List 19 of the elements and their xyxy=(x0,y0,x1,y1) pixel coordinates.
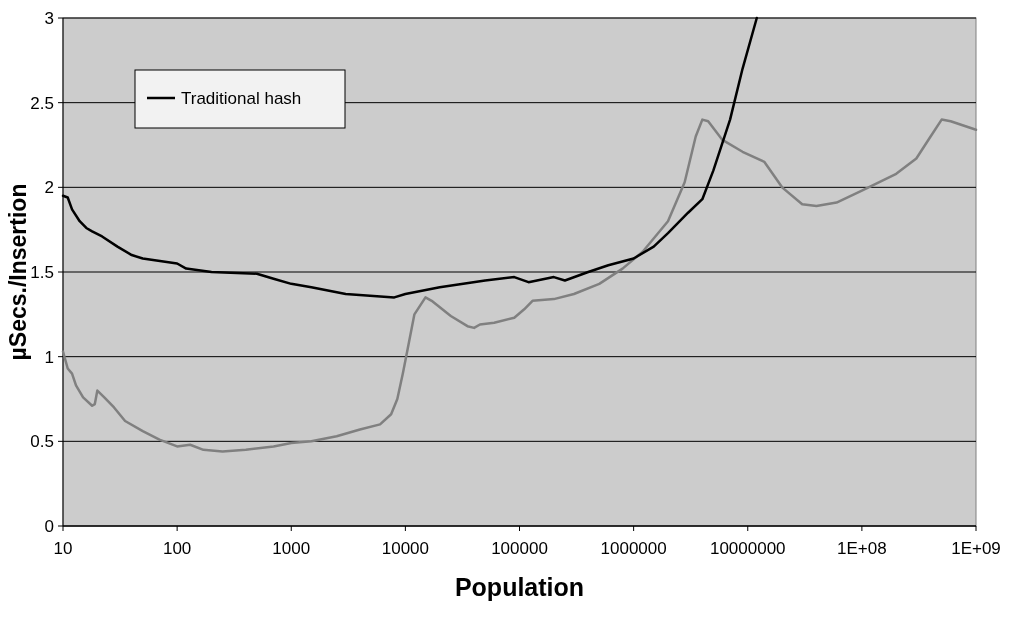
x-tick-label: 10 xyxy=(53,539,73,558)
x-tick-label: 100000 xyxy=(491,539,548,558)
x-tick-label: 10000000 xyxy=(709,539,786,558)
x-tick-label: 1000 xyxy=(272,539,311,558)
x-tick-label: 1E+09 xyxy=(951,539,1001,558)
x-tick-label: 100 xyxy=(162,539,192,558)
y-tick-label: 1 xyxy=(44,347,54,367)
y-tick-label: 3 xyxy=(44,8,54,28)
y-tick-label: 1.5 xyxy=(30,262,54,282)
y-axis-title: µSecs./Insertion xyxy=(5,183,31,361)
x-tick-label: 1000000 xyxy=(600,539,667,558)
x-tick-label: 1E+08 xyxy=(837,539,887,558)
x-tick-label: 10000 xyxy=(381,539,430,558)
y-tick-label: 2 xyxy=(44,178,54,198)
y-tick-label: 0.5 xyxy=(30,432,54,452)
x-axis-title: Population xyxy=(454,573,585,601)
y-tick-label: 0 xyxy=(44,516,54,536)
y-tick-label: 2.5 xyxy=(30,93,54,113)
legend-label: Traditional hash xyxy=(181,88,302,108)
